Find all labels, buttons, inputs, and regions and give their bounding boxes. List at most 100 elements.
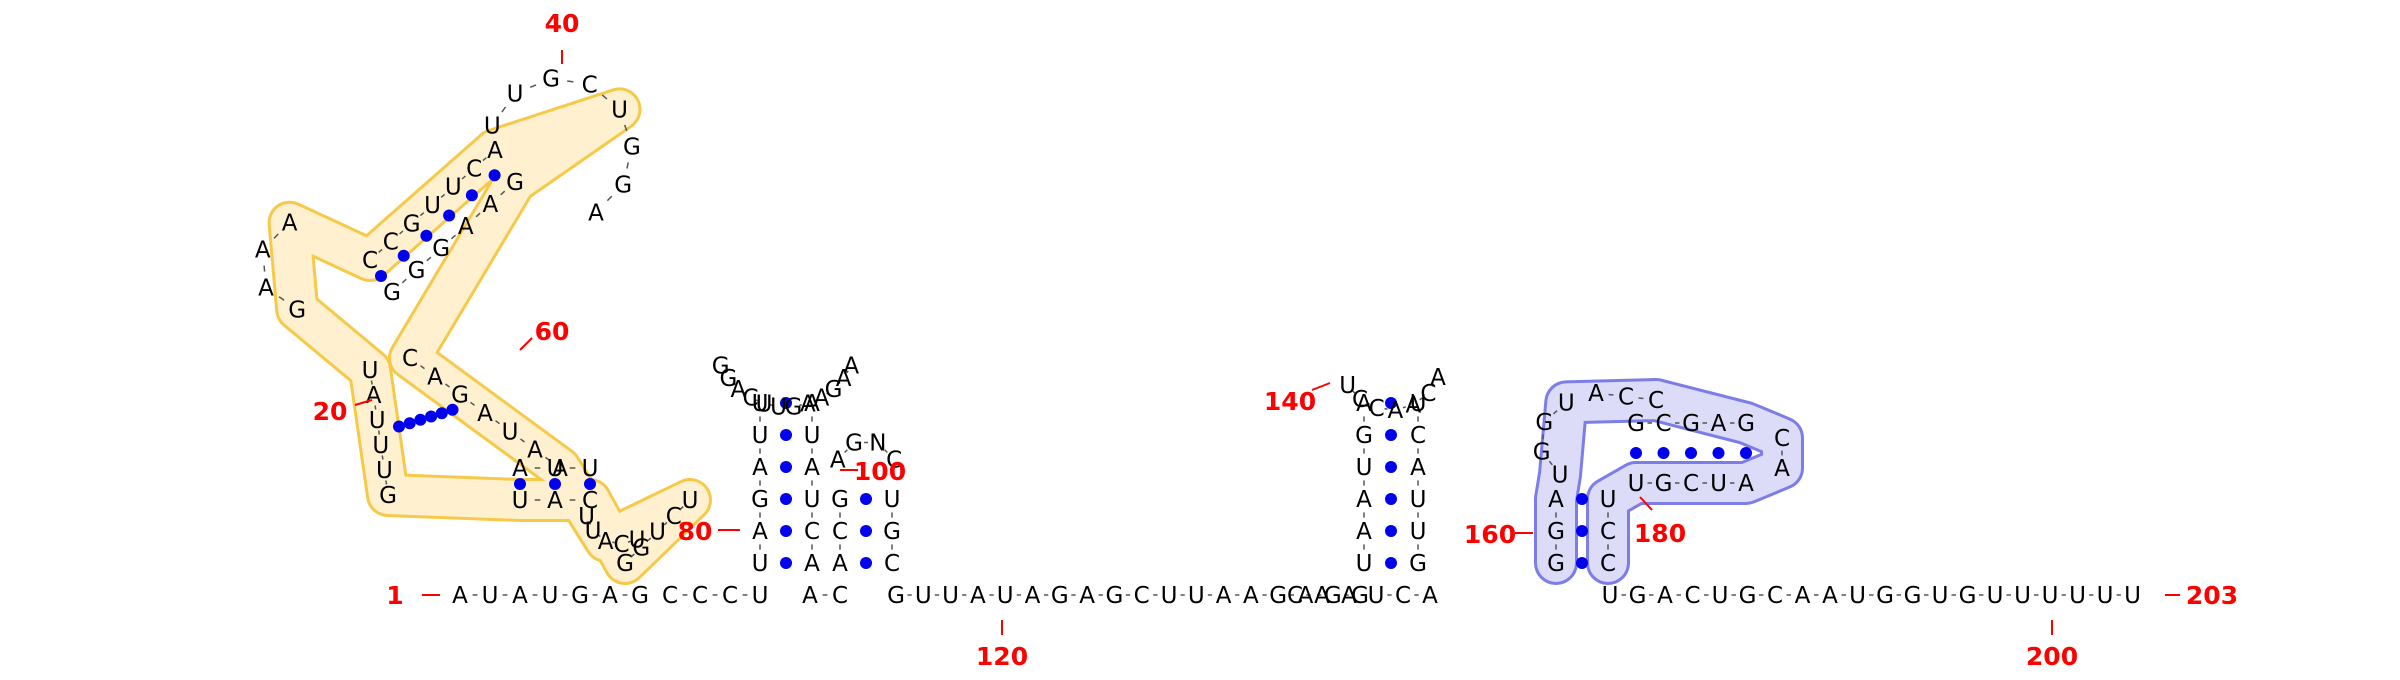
nucleotide: C xyxy=(1774,426,1790,452)
nucleotide: U xyxy=(649,520,666,546)
nucleotide: C xyxy=(662,583,678,609)
nucleotide: A xyxy=(527,438,543,464)
nucleotide: C xyxy=(722,583,738,609)
backbone-link xyxy=(378,248,383,253)
base-pair-dot xyxy=(860,493,872,505)
base-pair-dot xyxy=(1385,557,1397,569)
base-pair-dot xyxy=(435,407,448,420)
orange-upper-pairs xyxy=(375,169,501,282)
nucleotide: G xyxy=(1959,583,1977,609)
backbone-link xyxy=(601,94,608,100)
nucleotide: U xyxy=(752,551,769,577)
index-label-180: 180 xyxy=(1634,496,1686,548)
backbone-link xyxy=(420,365,425,370)
nucleotide: C xyxy=(1655,411,1671,437)
nucleotide: G xyxy=(1051,583,1069,609)
base-pair-dot xyxy=(780,557,792,569)
index-tick xyxy=(519,337,533,351)
nucleotide: G xyxy=(825,377,843,403)
nucleotide: C xyxy=(582,488,598,514)
nucleotide: G xyxy=(1533,440,1551,466)
backbone-link xyxy=(470,401,475,406)
nucleotide: U xyxy=(1602,583,1619,609)
nucleotide: U xyxy=(2097,583,2114,609)
nucleotide: C xyxy=(1369,396,1385,422)
backbone-link xyxy=(370,380,373,385)
nucleotide: G xyxy=(1904,583,1922,609)
nucleotide: U xyxy=(1410,487,1427,513)
nucleotide: G xyxy=(1627,411,1645,437)
nucleotide: G xyxy=(1351,583,1369,609)
backbone-link xyxy=(1431,383,1435,387)
base-pair-dot xyxy=(1576,525,1588,537)
index-label-203: 203 xyxy=(2165,581,2238,610)
index-label-40: 40 xyxy=(545,9,579,64)
orange-mid-pairs xyxy=(514,478,596,490)
nucleotide: A xyxy=(547,488,563,514)
nucleotide: C xyxy=(884,551,900,577)
backbone-link xyxy=(401,278,407,284)
base-pair-dot xyxy=(425,410,438,423)
base-pair-dot xyxy=(549,478,561,490)
backbone-link xyxy=(597,534,601,538)
nucleotide: C xyxy=(466,156,482,182)
index-number: 140 xyxy=(1264,387,1316,416)
backbone-link xyxy=(482,157,487,162)
nucleotide: U xyxy=(804,423,821,449)
base-pair-dot xyxy=(860,557,872,569)
nucleotide: C xyxy=(613,532,629,558)
base-pair-dot xyxy=(780,429,792,441)
nucleotide: G xyxy=(1876,583,1894,609)
index-label-1: 1 xyxy=(386,581,440,610)
nucleotide: A xyxy=(1711,411,1727,437)
base-pair-dot xyxy=(1385,525,1397,537)
nucleotide: U xyxy=(1710,471,1727,497)
nucleotide: U xyxy=(2124,583,2141,609)
nucleotide: A xyxy=(1738,471,1754,497)
backbone-link xyxy=(1366,402,1371,405)
backbone-link xyxy=(663,521,668,526)
nucleotide: N xyxy=(869,431,886,457)
backbone-link xyxy=(837,382,840,385)
nucleotide: A xyxy=(1548,487,1564,513)
index-number: 80 xyxy=(678,517,713,546)
nucleotide: G xyxy=(616,551,634,577)
backbone-link xyxy=(680,506,684,510)
backbone-link xyxy=(500,190,506,196)
nucleotide: U xyxy=(997,583,1014,609)
nucleotide: U xyxy=(804,487,821,513)
nucleotide: C xyxy=(383,230,399,256)
nucleotide: U xyxy=(884,487,901,513)
nucleotide: U xyxy=(752,391,769,417)
nucleotide: A xyxy=(1388,398,1404,424)
nucleotide: A xyxy=(477,401,493,427)
backbone-link xyxy=(263,265,266,272)
nucleotide: G xyxy=(784,395,802,421)
hairpin-2-pairs xyxy=(860,493,872,569)
base-pair-dot xyxy=(514,478,526,490)
nucleotides: A U A U G A G C C C U A C G U U A U A G A G C U U A A G A G GC A A U C A U G A… xyxy=(255,67,2141,609)
index-number: 200 xyxy=(2026,642,2078,671)
nucleotide: G xyxy=(751,487,769,513)
nucleotide: G xyxy=(1547,519,1565,545)
base-pair-dot xyxy=(1385,493,1397,505)
nucleotide: A xyxy=(483,192,499,218)
nucleotide: A xyxy=(598,529,614,555)
nucleotide: G xyxy=(1105,583,1123,609)
nucleotide: A xyxy=(282,211,298,237)
nucleotide: C xyxy=(402,346,418,372)
nucleotide: G xyxy=(831,487,849,513)
nucleotide: G xyxy=(403,211,421,237)
backbone-link xyxy=(606,195,613,202)
